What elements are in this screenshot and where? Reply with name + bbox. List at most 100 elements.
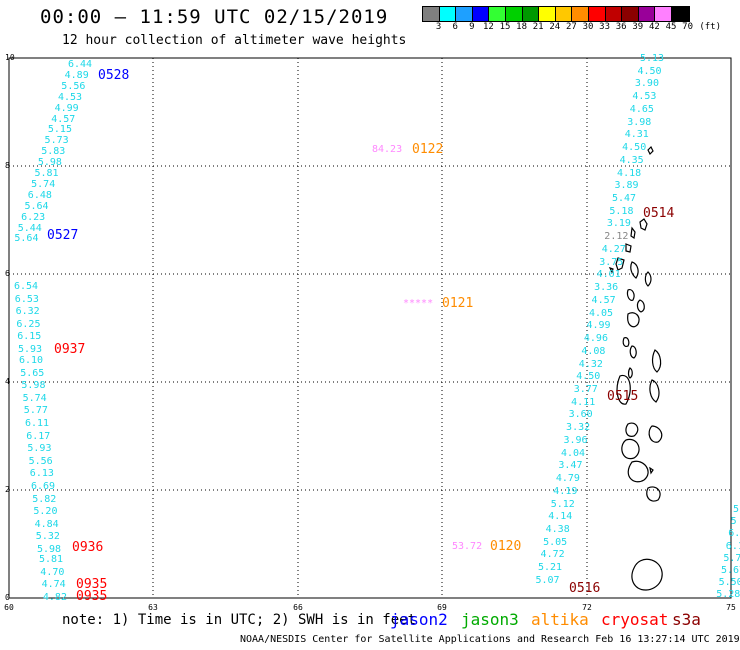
swh-value: 5.64 [24, 200, 49, 212]
swh-value: 5 [730, 516, 737, 528]
track-time-label: 0516 [569, 581, 601, 596]
legend-swatch [555, 7, 573, 21]
legend-label: 21 [532, 22, 544, 32]
swh-value: 4.19 [553, 485, 578, 497]
legend-swatch [505, 7, 523, 21]
island-outline [649, 466, 654, 475]
legend-swatch [655, 7, 672, 21]
swh-value: 5.12 [550, 498, 575, 510]
swh-value: 5.18 [609, 205, 634, 217]
swh-value: 5.98 [37, 544, 62, 555]
swh-value: 5.81 [39, 554, 64, 565]
swh-value: 4.32 [578, 358, 603, 370]
swh-value: 5.44 [17, 222, 42, 234]
x-tick-label: 66 [293, 603, 303, 612]
swh-value: 5 [733, 504, 740, 515]
swh-value: 4.27 [601, 243, 626, 255]
swh-value: 4.79 [555, 473, 580, 485]
swh-value: 5.50 [718, 577, 740, 589]
swh-value: 4.84 [34, 518, 59, 530]
swh-value: 5.32 [35, 531, 60, 543]
legend-label: 36 [615, 22, 627, 32]
legend-label: 6 [452, 22, 458, 32]
swh-value: 4.65 [629, 103, 654, 115]
key-jason3: jason3 [461, 610, 519, 629]
swh-value: 6.10 [19, 355, 44, 366]
key-cryosat: cryosat [601, 610, 669, 629]
swh-value: 6.13 [29, 468, 54, 480]
legend-label: 30 [582, 22, 594, 32]
island-outline [639, 218, 648, 231]
swh-value: 4.57 [591, 294, 616, 306]
track-time-label: 0120 [490, 539, 522, 554]
swh-value: 6.53 [14, 293, 39, 305]
legend-label: 33 [599, 22, 611, 32]
x-tick-label: 60 [4, 603, 14, 612]
swh-value: 3.36 [594, 282, 619, 294]
swh-value: 4.53 [632, 91, 657, 103]
island-outline [647, 145, 654, 156]
island-outline [622, 337, 630, 348]
swh-value: 3.47 [558, 460, 583, 472]
swh-value: 4.50 [637, 65, 662, 77]
island-outline [627, 367, 633, 379]
swh-value: 4.53 [57, 91, 83, 103]
swh-value: 4.57 [51, 113, 76, 125]
swh-value: 3.89 [614, 180, 639, 192]
footnote: note: 1) Time is in UTC; 2) SWH is in fe… [62, 612, 417, 628]
swh-value: 4.72 [540, 549, 565, 561]
swh-value: 4.74 [41, 579, 66, 591]
swh-value: 6.1 [725, 540, 740, 552]
swh-value: 6.15 [17, 331, 42, 342]
legend-swatch [456, 7, 473, 21]
swh-value: 2.12 [604, 231, 629, 243]
swh-value: 3.32 [566, 422, 591, 434]
swh-value: 5.82 [32, 493, 57, 505]
y-tick-label: 2 [5, 485, 10, 494]
track-time-label: 0935 [76, 577, 108, 592]
swh-value: 5.20 [33, 506, 58, 518]
x-tick-label: 63 [148, 603, 158, 612]
swh-value: 53.72 [452, 541, 483, 552]
y-tick-label: 10 [5, 53, 15, 62]
island-outline [646, 486, 661, 502]
island-outline [630, 226, 636, 240]
track-time-label: 0515 [607, 389, 639, 404]
swh-value: 6.48 [27, 189, 52, 201]
swh-value: 5.81 [34, 168, 59, 179]
track-time-label: 0937 [54, 342, 86, 357]
color-scale-labels: 3 6 9 12 15 18 21 24 27 30 33 36 39 42 45 70 (ft) [422, 22, 740, 34]
track-time-label: 0527 [47, 228, 79, 243]
swh-value: 6.54 [14, 281, 39, 292]
island-outline [625, 243, 632, 253]
legend-swatch [638, 7, 656, 21]
legend-label: 18 [516, 22, 528, 32]
legend-label: 27 [565, 22, 577, 32]
swh-value: 5.74 [22, 392, 47, 404]
x-tick-label: 69 [437, 603, 447, 612]
swh-value: 6.44 [68, 59, 93, 70]
page-title: 00:00 – 11:59 UTC 02/15/2019 [40, 6, 389, 28]
legend-label: 24 [549, 22, 561, 32]
swh-value: 6.23 [21, 211, 46, 223]
swh-value: 3.75 [599, 256, 624, 268]
swh-value: 4.04 [560, 447, 586, 459]
swh-value: 5.98 [21, 380, 46, 392]
legend-swatch [539, 7, 556, 21]
swh-value: 4.99 [54, 102, 79, 114]
swh-value: 5.05 [543, 536, 568, 548]
credit-footer: NOAA/NESDIS Center for Satellite Applica… [240, 634, 740, 645]
swh-value: 4.35 [619, 154, 644, 166]
swh-value: 5.76 [723, 552, 740, 564]
y-tick-label: 4 [5, 377, 10, 386]
swh-value: 4.38 [545, 524, 570, 535]
legend-swatch [572, 7, 589, 21]
legend-swatch [605, 7, 623, 21]
swh-value: 3.98 [627, 116, 652, 128]
legend-label: 42 [648, 22, 660, 32]
track-time-label: 0122 [412, 142, 444, 157]
swh-value: 5.93 [18, 343, 43, 355]
swh-value: 5.67 [721, 565, 740, 576]
swh-value: 5.21 [538, 562, 563, 574]
